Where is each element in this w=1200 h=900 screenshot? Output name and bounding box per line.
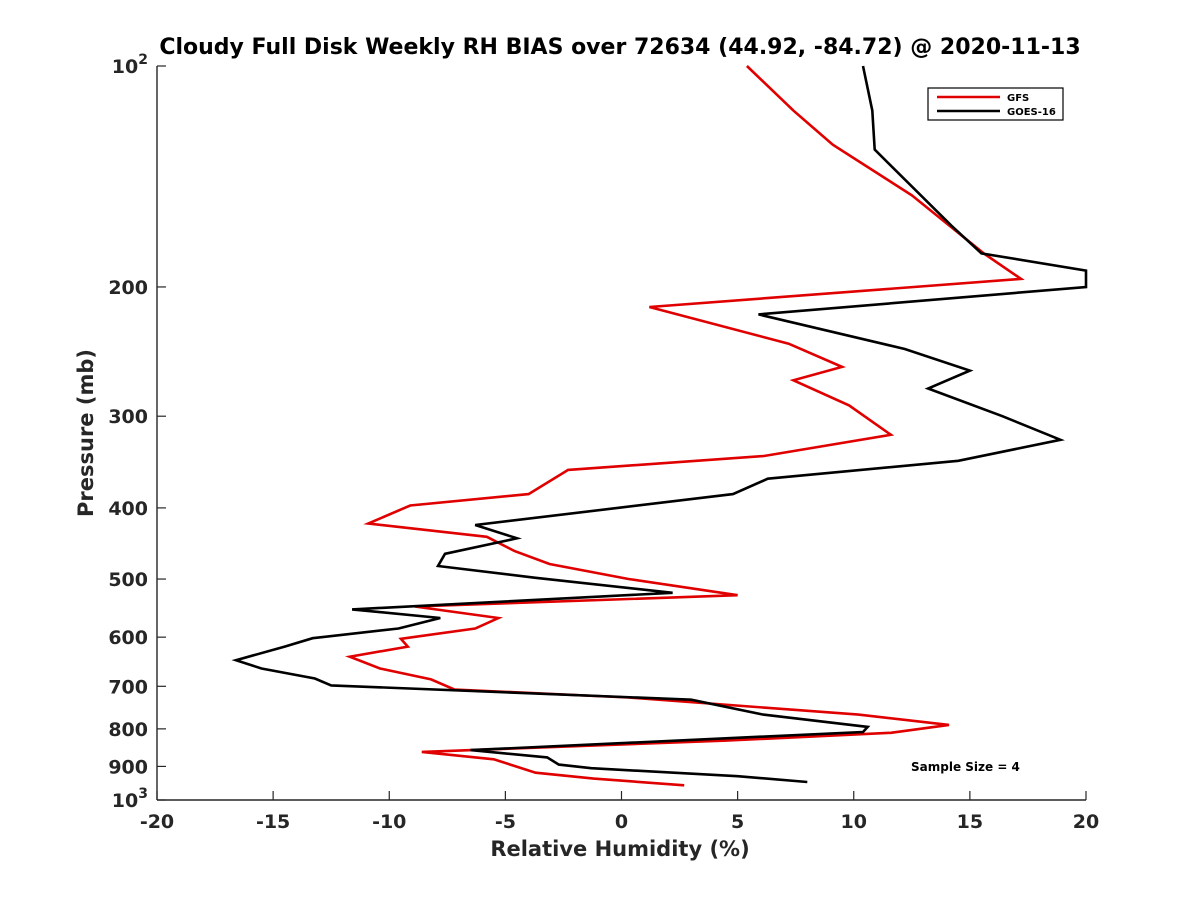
y-tick-label: 200 bbox=[108, 277, 148, 299]
y-tick-label: 600 bbox=[108, 627, 148, 649]
series-gfs bbox=[344, 65, 1025, 787]
y-tick-label: 400 bbox=[108, 498, 148, 520]
series-goes-16 bbox=[231, 65, 1088, 784]
x-tick-label: 20 bbox=[1073, 811, 1099, 833]
legend: GFS GOES-16 bbox=[927, 87, 1064, 121]
y-tick-label: 800 bbox=[108, 719, 148, 741]
series-line bbox=[231, 65, 1088, 784]
series-line bbox=[344, 65, 1025, 787]
y-tick-label: 103 bbox=[112, 786, 148, 812]
y-axis: 102 200 300 400 500 600 700 800 900 103 bbox=[108, 52, 166, 812]
legend-box bbox=[927, 87, 1064, 121]
x-tick-label: 10 bbox=[841, 811, 867, 833]
y-tick-label: 300 bbox=[108, 406, 148, 428]
y-axis-label: Pressure (mb) bbox=[74, 349, 98, 517]
legend-label-goes16: GOES-16 bbox=[1007, 107, 1056, 118]
x-tick-label: -10 bbox=[372, 811, 406, 833]
y-tick-label: 102 bbox=[112, 52, 148, 78]
y-tick-label: 500 bbox=[108, 569, 148, 591]
x-tick-label: -5 bbox=[495, 811, 516, 833]
x-tick-label: 5 bbox=[731, 811, 744, 833]
chart-title: Cloudy Full Disk Weekly RH BIAS over 726… bbox=[159, 35, 1080, 60]
x-tick-label: -15 bbox=[256, 811, 290, 833]
x-tick-label: 0 bbox=[615, 811, 628, 833]
sample-size-annotation: Sample Size = 4 bbox=[911, 760, 1020, 774]
y-tick-label: 700 bbox=[108, 676, 148, 698]
series-group bbox=[231, 65, 1088, 787]
y-tick-label: 900 bbox=[108, 756, 148, 778]
x-axis-label: Relative Humidity (%) bbox=[490, 837, 749, 861]
x-axis: -20 -15 -10 -5 0 5 10 15 20 bbox=[140, 791, 1099, 833]
legend-label-gfs: GFS bbox=[1007, 93, 1029, 104]
x-tick-label: 15 bbox=[957, 811, 983, 833]
x-tick-label: -20 bbox=[140, 811, 174, 833]
